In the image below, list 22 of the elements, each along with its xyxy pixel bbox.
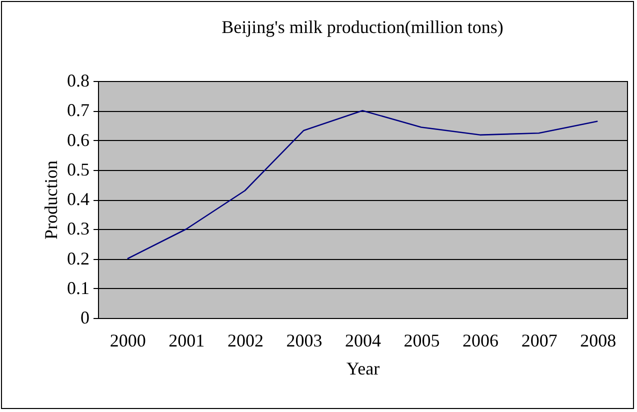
y-tick-label: 0.6 [67,130,90,150]
x-tick-label: 2003 [286,330,322,350]
x-tick-label: 2005 [404,330,440,350]
x-tick-label: 2006 [462,330,499,350]
y-tick-label: 0.7 [67,100,90,120]
x-tick-label: 2007 [521,330,558,350]
y-tick-label: 0.1 [67,278,90,298]
y-tick-label: 0 [80,308,90,328]
line-series [126,110,598,260]
chart-title: Beijing's milk production(million tons) [222,17,504,37]
x-tick-label: 2002 [227,330,264,350]
x-tick-label: 2001 [168,330,205,350]
x-tick-label: 2004 [345,330,381,350]
y-tick-label: 0.2 [67,248,90,268]
y-axis-title: Production [41,160,61,240]
x-axis-title: Year [346,358,380,378]
y-tick-label: 0.5 [67,159,90,180]
y-tick-label: 0.4 [67,189,90,209]
y-tick-label: 0.3 [67,218,90,239]
x-tick-label: 2008 [580,330,616,350]
x-tick-label: 2000 [110,330,146,350]
y-tick-label: 0.8 [67,70,90,90]
